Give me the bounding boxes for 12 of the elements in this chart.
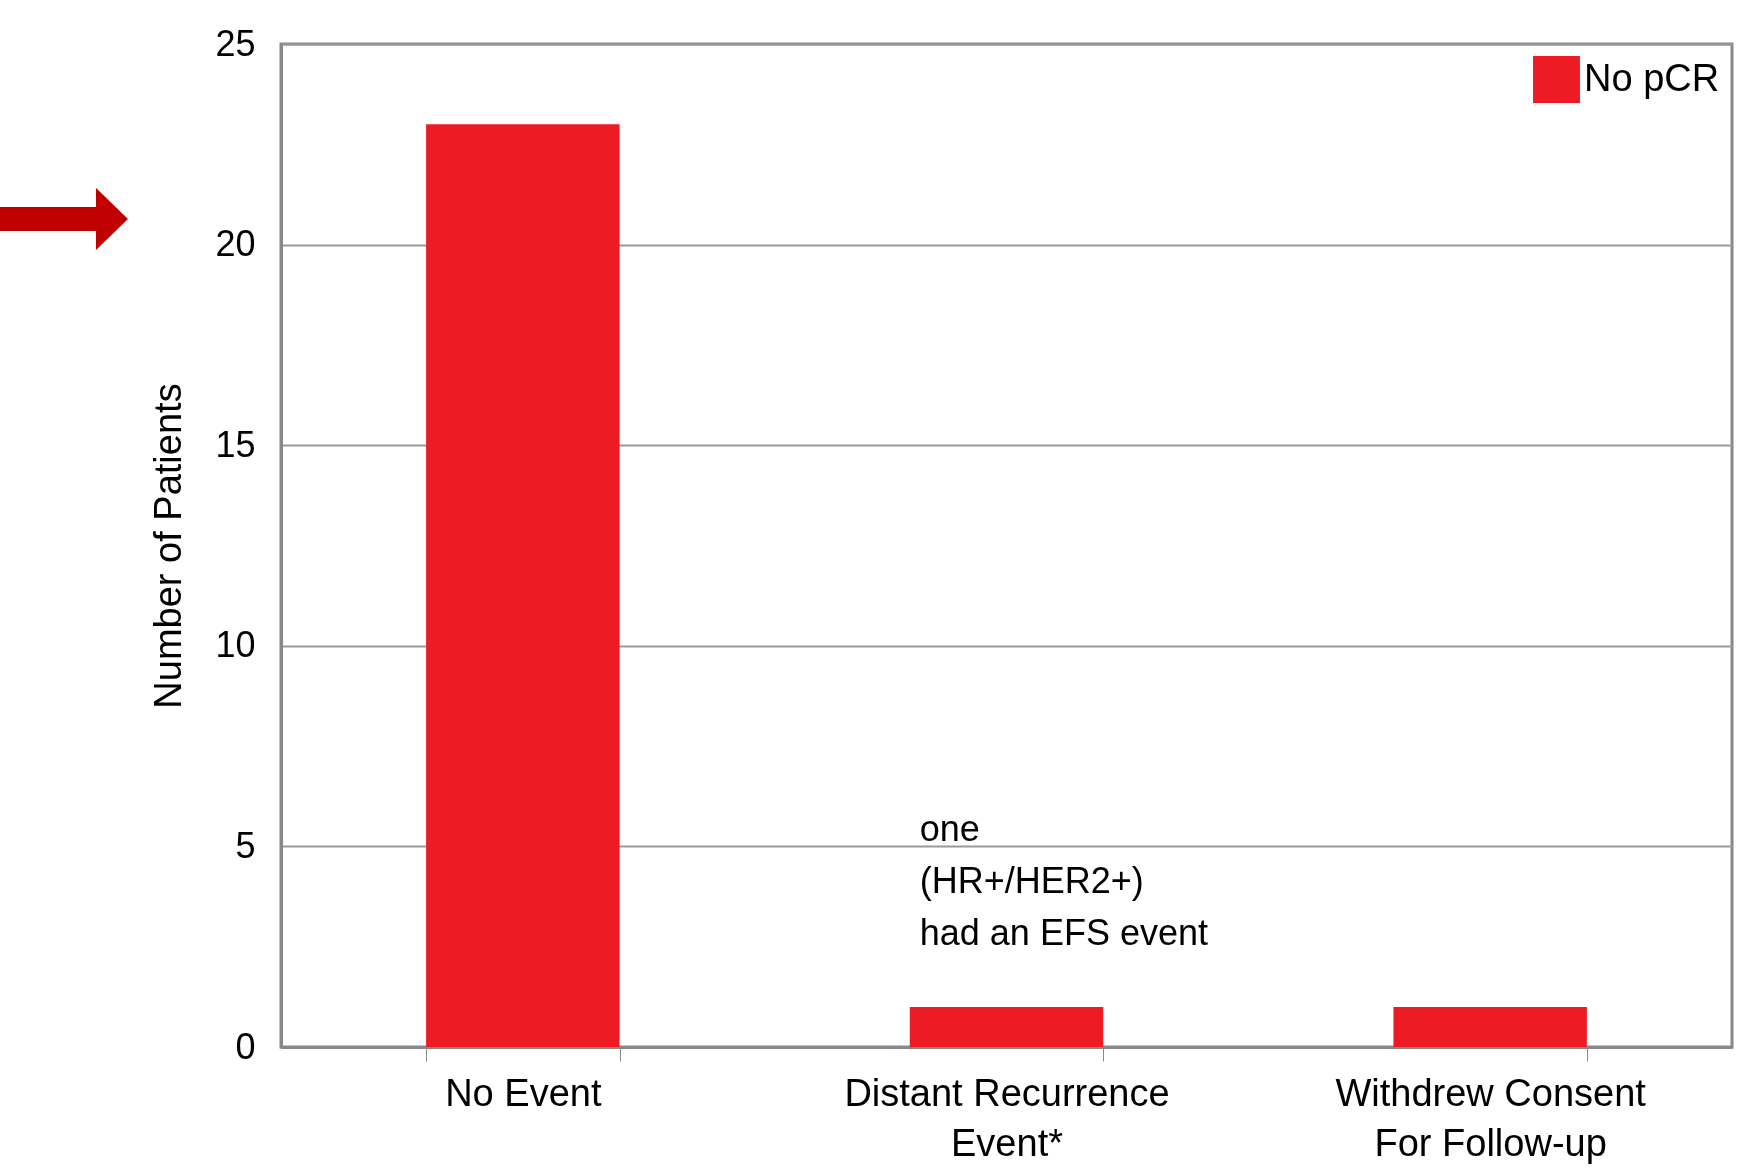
y-tick-label: 0: [235, 1025, 256, 1067]
annotation: one (HR+/HER2+) had an EFS event: [919, 807, 1208, 953]
legend-label: No pCR: [1584, 56, 1720, 99]
x-tick-label: No Event: [445, 1071, 602, 1114]
y-tick-label: 15: [215, 423, 256, 465]
y-tick-label: 5: [235, 824, 256, 866]
y-tick-label: 20: [215, 223, 256, 265]
y-tick-label: 10: [215, 624, 256, 666]
y-axis-title: Number of Patients: [147, 383, 190, 709]
y-tick-label: 25: [215, 22, 256, 64]
x-tick-label: Distant Recurrence Event*: [844, 1071, 1170, 1164]
x-tick-label: Withdrew Consent For Follow-up: [1335, 1071, 1647, 1164]
